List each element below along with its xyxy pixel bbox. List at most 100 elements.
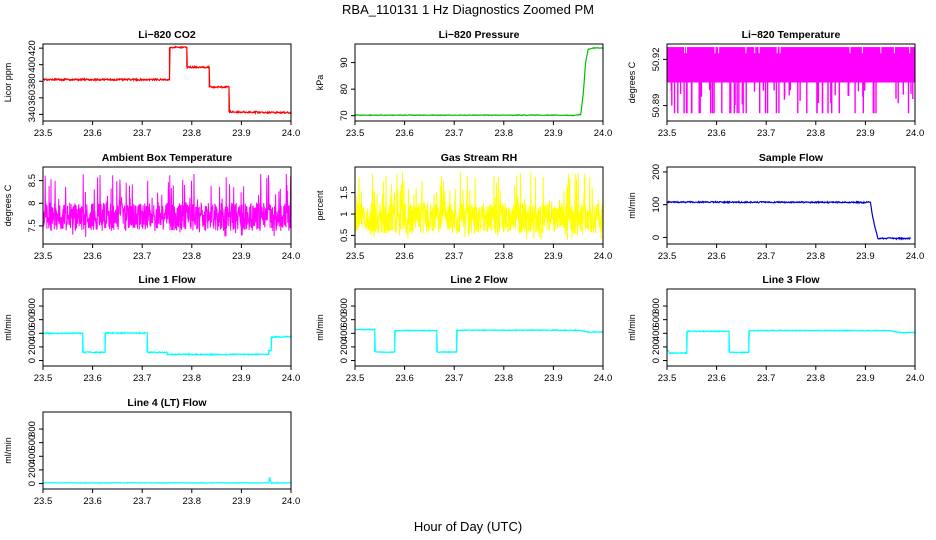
panel-9: Line 3 Flow ml/min 23.5 23.6 23.7 23.8 23.9 24.… bbox=[627, 274, 924, 384]
panel-4-ylabel: degrees C bbox=[3, 184, 13, 226]
panel-9-series bbox=[667, 329, 915, 355]
panel-3-xtick-label-0: 23.5 bbox=[658, 128, 677, 139]
panel-7-ytick-label-0: 0 bbox=[27, 358, 38, 363]
panel-4-ytick-label-0: 7.5 bbox=[27, 219, 38, 232]
panel-10-ytick-label-3: 600 bbox=[27, 435, 38, 451]
panel-10-ytick-label-4: 800 bbox=[27, 421, 38, 437]
panel-6-xtick-label-2: 23.7 bbox=[757, 251, 776, 262]
panel-8-ytick-label-3: 600 bbox=[339, 312, 350, 328]
panel-6-frame bbox=[666, 166, 916, 245]
panel-4-ytick-label-1: 8 bbox=[27, 201, 38, 206]
panel-7-ytick-label-3: 600 bbox=[27, 312, 38, 328]
panel-1-ytick-label-2: 380 bbox=[27, 73, 38, 89]
panel-2-frame bbox=[354, 43, 604, 122]
panel-8-xtick-label-1: 23.6 bbox=[395, 373, 414, 384]
panel-3-ytick-label-1: 50.92 bbox=[651, 48, 662, 72]
panels: Li−820 CO2 Licor ppm 23.5 23.6 23.7 23.8 23.9 2… bbox=[3, 29, 924, 507]
panel-2-xtick-label-2: 23.7 bbox=[445, 128, 464, 139]
figure-title: RBA_110131 1 Hz Diagnostics Zoomed PM bbox=[342, 2, 594, 17]
panel-10-xtick-label-0: 23.5 bbox=[34, 496, 53, 507]
panel-3-ylabel: degrees C bbox=[627, 61, 637, 103]
panel-9-frame bbox=[666, 288, 916, 367]
panel-9-xtick-label-0: 23.5 bbox=[658, 373, 677, 384]
panel-2-xtick-label-3: 23.8 bbox=[495, 128, 514, 139]
panel-8-series bbox=[355, 328, 603, 354]
panel-10-xtick-label-3: 23.8 bbox=[183, 496, 202, 507]
panel-4: Ambient Box Temperature degrees C 23.5 23.6… bbox=[3, 152, 300, 262]
panel-1-xtick-label-0: 23.5 bbox=[34, 128, 53, 139]
panel-3-gaps bbox=[684, 47, 911, 54]
panel-2: Li−820 Pressure kPa 23.5 23.6 23.7 23.8 23.9 24… bbox=[315, 29, 612, 139]
panel-4-xtick-label-5: 24.0 bbox=[282, 251, 301, 262]
panel-9-xtick-label-1: 23.6 bbox=[707, 373, 726, 384]
panel-5-data bbox=[355, 171, 603, 240]
panel-1-frame bbox=[42, 43, 292, 122]
panel-3-frame bbox=[666, 43, 916, 122]
panel-6-ytick-label-0: 0 bbox=[651, 235, 662, 240]
panel-6: Sample Flow ml/min 23.5 23.6 23.7 23.8 23.9 24.… bbox=[627, 152, 924, 262]
panel-6-xtick-label-0: 23.5 bbox=[658, 251, 677, 262]
panel-9-ytick-label-3: 600 bbox=[651, 312, 662, 328]
panel-8-xtick-label-4: 23.9 bbox=[544, 373, 563, 384]
panel-3-title: Li−820 Temperature bbox=[742, 29, 841, 41]
panel-9-ytick-label-1: 200 bbox=[651, 339, 662, 355]
panel-7-data bbox=[43, 331, 291, 357]
panel-9-ytick-label-2: 400 bbox=[651, 325, 662, 341]
panel-9-xtick-label-5: 24.0 bbox=[906, 373, 925, 384]
panel-5-ylabel: percent bbox=[315, 190, 325, 221]
panel-5-ytick-label-2: 1.5 bbox=[339, 186, 350, 199]
panel-5-ytick-label-1: 1 bbox=[339, 211, 350, 216]
panel-4-xtick-label-2: 23.7 bbox=[133, 251, 152, 262]
panel-3-spikes bbox=[670, 82, 914, 114]
panel-1-ytick-label-4: 420 bbox=[27, 40, 38, 56]
panel-2-ylabel: kPa bbox=[315, 75, 325, 91]
panel-10-xtick-label-2: 23.7 bbox=[133, 496, 152, 507]
panel-3-xtick-label-5: 24.0 bbox=[906, 128, 925, 139]
panel-3-data bbox=[667, 47, 915, 114]
panel-4-data bbox=[43, 173, 291, 238]
panel-7-title: Line 1 Flow bbox=[138, 274, 196, 286]
panel-7: Line 1 Flow ml/min 23.5 23.6 23.7 23.8 23.9 24.… bbox=[3, 274, 300, 384]
panel-4-frame bbox=[42, 166, 292, 245]
panel-6-title: Sample Flow bbox=[759, 152, 824, 164]
panel-5: Gas Stream RH percent 23.5 23.6 23.7 23.8 23.9… bbox=[315, 152, 612, 262]
panel-7-ytick-label-4: 800 bbox=[27, 298, 38, 314]
panel-8-title: Line 2 Flow bbox=[450, 274, 508, 286]
panel-9-ylabel: ml/min bbox=[627, 314, 637, 341]
panel-6-ylabel: ml/min bbox=[627, 192, 637, 219]
panel-5-ytick-label-0: 0.5 bbox=[339, 229, 350, 242]
panel-6-series bbox=[667, 200, 911, 241]
panel-10: Line 4 (LT) Flow ml/min 23.5 23.6 23.7 23.8 23… bbox=[3, 397, 300, 507]
x-axis-label: Hour of Day (UTC) bbox=[414, 519, 522, 534]
panel-4-xtick-label-4: 23.9 bbox=[232, 251, 251, 262]
panel-6-xtick-label-5: 24.0 bbox=[906, 251, 925, 262]
panel-10-ytick-label-0: 0 bbox=[27, 481, 38, 486]
panel-1-ylabel: Licor ppm bbox=[3, 63, 13, 103]
panel-1-series bbox=[43, 45, 291, 116]
panel-10-ytick-label-1: 200 bbox=[27, 462, 38, 478]
panel-9-xtick-label-4: 23.9 bbox=[856, 373, 875, 384]
panel-5-xtick-label-5: 24.0 bbox=[594, 251, 613, 262]
panel-1-xtick-label-1: 23.6 bbox=[83, 128, 102, 139]
panel-1-ytick-label-1: 360 bbox=[27, 90, 38, 106]
panel-10-xtick-label-1: 23.6 bbox=[83, 496, 102, 507]
panel-1: Li−820 CO2 Licor ppm 23.5 23.6 23.7 23.8 23.9 2… bbox=[3, 29, 300, 139]
panel-10-xtick-label-4: 23.9 bbox=[232, 496, 251, 507]
panel-7-xtick-label-1: 23.6 bbox=[83, 373, 102, 384]
panel-7-xtick-label-4: 23.9 bbox=[232, 373, 251, 384]
panel-6-ytick-label-2: 200 bbox=[651, 164, 662, 180]
panel-2-xtick-label-5: 24.0 bbox=[594, 128, 613, 139]
panel-10-data bbox=[43, 477, 291, 485]
panel-3-xtick-label-4: 23.9 bbox=[856, 128, 875, 139]
panel-2-xtick-label-1: 23.6 bbox=[395, 128, 414, 139]
panel-5-xtick-label-0: 23.5 bbox=[346, 251, 365, 262]
panel-6-data bbox=[667, 200, 911, 241]
panel-5-xtick-label-3: 23.8 bbox=[495, 251, 514, 262]
panel-2-data bbox=[355, 46, 603, 117]
panel-1-xtick-label-3: 23.8 bbox=[183, 128, 202, 139]
panel-10-ylabel: ml/min bbox=[3, 437, 13, 464]
panel-6-xtick-label-3: 23.8 bbox=[807, 251, 826, 262]
panel-7-ylabel: ml/min bbox=[3, 314, 13, 341]
panel-3: Li−820 Temperature degrees C 23.5 23.6 23.7 2… bbox=[627, 29, 924, 139]
